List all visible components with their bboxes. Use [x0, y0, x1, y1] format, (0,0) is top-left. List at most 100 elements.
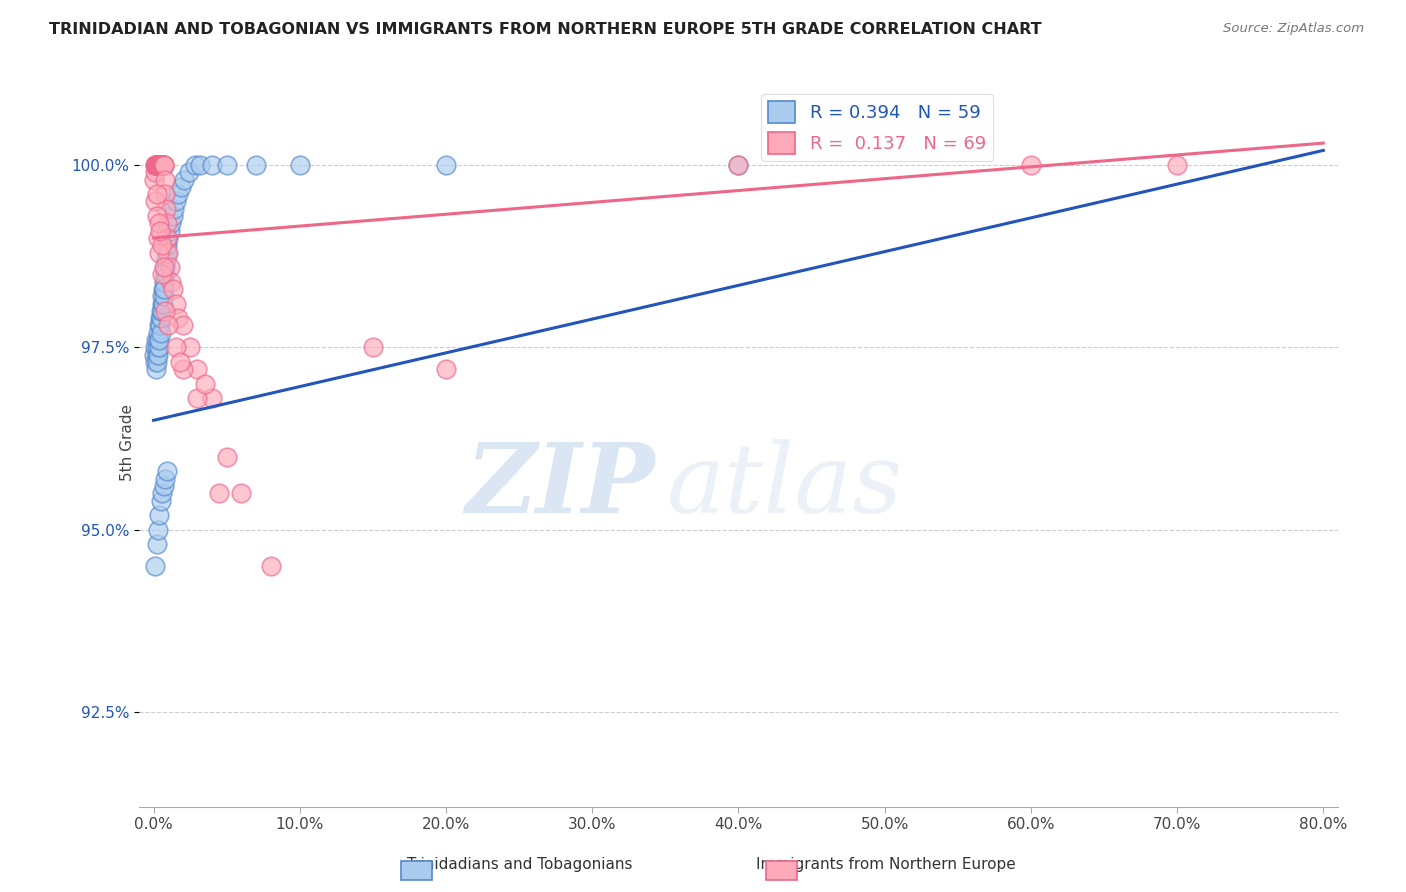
- Point: [156, 216, 179, 230]
- Point: [190, 158, 212, 172]
- Point: [143, 340, 166, 354]
- Point: [149, 158, 172, 172]
- Point: [152, 158, 174, 172]
- Point: [146, 523, 169, 537]
- Point: [149, 326, 172, 340]
- Point: [167, 311, 190, 326]
- Point: [215, 450, 238, 464]
- Point: [143, 355, 166, 369]
- Point: [153, 260, 176, 274]
- Point: [152, 158, 174, 172]
- Point: [145, 333, 167, 347]
- Point: [150, 304, 173, 318]
- Point: [153, 158, 176, 172]
- Point: [146, 158, 169, 172]
- Point: [150, 158, 173, 172]
- Point: [148, 333, 170, 347]
- Point: [1019, 158, 1042, 172]
- Point: [150, 289, 173, 303]
- Point: [143, 165, 166, 179]
- Point: [434, 362, 457, 376]
- Point: [148, 508, 170, 523]
- Point: [156, 464, 179, 478]
- Point: [160, 216, 183, 230]
- Point: [146, 158, 169, 172]
- Legend: R = 0.394   N = 59, R =  0.137   N = 69: R = 0.394 N = 59, R = 0.137 N = 69: [761, 94, 993, 161]
- Point: [150, 238, 173, 252]
- Point: [156, 238, 179, 252]
- Point: [145, 158, 167, 172]
- Point: [149, 311, 172, 326]
- Point: [150, 304, 173, 318]
- Point: [156, 231, 179, 245]
- Point: [145, 158, 167, 172]
- Point: [155, 260, 177, 274]
- Point: [148, 326, 170, 340]
- Point: [143, 194, 166, 209]
- Point: [153, 282, 176, 296]
- Point: [148, 245, 170, 260]
- Point: [165, 194, 187, 209]
- Point: [434, 158, 457, 172]
- Point: [143, 348, 166, 362]
- Point: [146, 158, 169, 172]
- Point: [152, 289, 174, 303]
- Point: [145, 209, 167, 223]
- Point: [179, 340, 201, 354]
- Point: [148, 158, 170, 172]
- Point: [155, 202, 177, 216]
- Point: [155, 252, 177, 267]
- Point: [186, 392, 208, 406]
- Text: Source: ZipAtlas.com: Source: ZipAtlas.com: [1223, 22, 1364, 36]
- Point: [201, 392, 224, 406]
- Point: [150, 268, 173, 282]
- Point: [159, 224, 181, 238]
- Point: [150, 296, 173, 310]
- Point: [259, 559, 281, 574]
- Point: [148, 158, 170, 172]
- Point: [156, 245, 179, 260]
- Point: [150, 158, 173, 172]
- Point: [160, 275, 183, 289]
- Point: [145, 348, 167, 362]
- Point: [148, 340, 170, 354]
- Point: [149, 158, 172, 172]
- Point: [186, 362, 208, 376]
- Point: [170, 179, 193, 194]
- Point: [143, 158, 166, 172]
- Point: [148, 318, 170, 333]
- Point: [148, 158, 170, 172]
- Point: [150, 486, 173, 500]
- Point: [157, 245, 180, 260]
- Point: [153, 479, 176, 493]
- Y-axis label: 5th Grade: 5th Grade: [121, 404, 135, 481]
- Text: atlas: atlas: [666, 439, 903, 533]
- Point: [153, 158, 176, 172]
- Point: [146, 333, 169, 347]
- Point: [149, 224, 172, 238]
- Point: [149, 311, 172, 326]
- Point: [163, 202, 186, 216]
- Point: [148, 158, 170, 172]
- Point: [194, 376, 217, 391]
- Point: [149, 493, 172, 508]
- Point: [177, 165, 200, 179]
- Point: [208, 486, 231, 500]
- Point: [727, 158, 749, 172]
- Point: [153, 172, 176, 186]
- Point: [231, 486, 253, 500]
- Point: [157, 231, 180, 245]
- Point: [148, 216, 170, 230]
- Point: [169, 355, 191, 369]
- Point: [167, 187, 190, 202]
- Point: [152, 296, 174, 310]
- Point: [146, 231, 169, 245]
- Point: [153, 275, 176, 289]
- Point: [727, 158, 749, 172]
- Point: [155, 304, 177, 318]
- Point: [146, 355, 169, 369]
- Point: [149, 158, 172, 172]
- Point: [201, 158, 224, 172]
- Point: [150, 158, 173, 172]
- Text: Immigrants from Northern Europe: Immigrants from Northern Europe: [756, 857, 1015, 872]
